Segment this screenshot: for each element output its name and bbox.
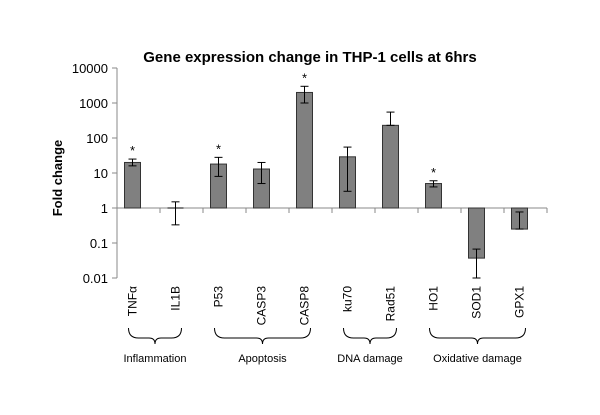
error-bar [343,146,352,192]
y-axis-title: Fold change [50,140,65,217]
significance-star: * [216,141,221,156]
error-bar [167,201,184,226]
group-label: DNA damage [337,353,402,365]
error-bar [429,180,438,188]
error-bar [214,156,223,177]
error-bar [515,211,524,230]
group-brace [429,327,526,345]
category-label: TNFα [126,286,140,316]
significance-star: * [302,70,307,85]
category-label: P53 [212,286,226,308]
bar [296,91,313,209]
error-bar [128,158,137,167]
category-label: IL1B [169,286,183,311]
error-bar [257,161,266,185]
error-bar [386,111,395,126]
group-label: Apoptosis [238,353,287,365]
y-tick-label: 100 [86,131,108,146]
category-label: CASP3 [255,286,269,326]
y-tick-label: 0.01 [83,271,108,286]
group-brace [343,327,397,345]
error-bar [300,85,309,104]
significance-star: * [130,143,135,158]
group-label: Oxidative damage [433,353,522,365]
y-tick-label: 10 [94,166,108,181]
category-label: CASP8 [298,286,312,326]
chart-title: Gene expression change in THP-1 cells at… [143,49,476,66]
bar [382,124,399,209]
category-label: HO1 [427,286,441,311]
category-label: GPX1 [513,286,527,318]
y-tick-label: 10000 [72,61,108,76]
significance-star: * [431,165,436,180]
category-labels: TNFα IL1B P53 CASP3 CASP8 ku70 Rad51 HO1 SOD1 GPX… [126,286,527,326]
y-tick-label: 0.1 [90,236,108,251]
category-label: ku70 [341,286,355,312]
error-bar [472,248,481,279]
y-tick-label: 1 [101,201,108,216]
group-brackets: Inflammation Apoptosis DNA damage Oxidative… [124,327,526,365]
category-label: SOD1 [470,286,484,319]
bar [124,161,141,209]
bars: * * * * [124,70,528,279]
category-label: Rad51 [384,286,398,322]
group-brace [128,327,182,345]
group-label: Inflammation [124,353,187,365]
y-tick-label: 1000 [79,96,108,111]
group-brace [214,327,311,345]
y-axis: 10000 1000 100 10 1 0.1 0.01 [72,61,118,286]
